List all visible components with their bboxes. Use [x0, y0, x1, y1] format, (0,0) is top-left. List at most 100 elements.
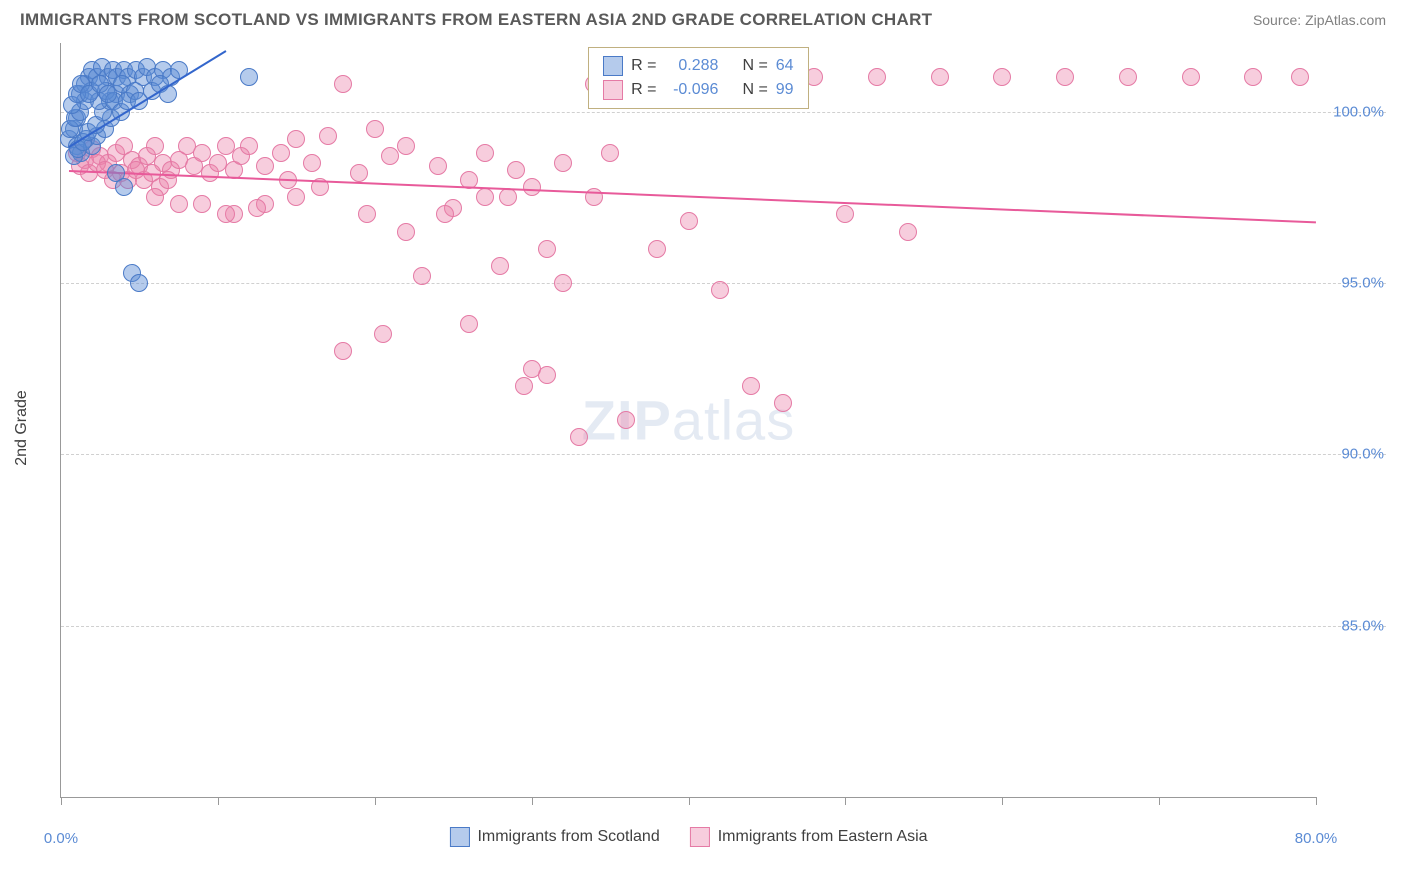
data-point — [287, 130, 305, 148]
data-point — [460, 315, 478, 333]
data-point — [1244, 68, 1262, 86]
data-point — [899, 223, 917, 241]
r-label: R = — [631, 57, 656, 75]
x-tick — [1159, 797, 1160, 805]
n-value: 99 — [776, 81, 794, 99]
data-point — [711, 281, 729, 299]
data-point — [648, 240, 666, 258]
data-point — [366, 120, 384, 138]
data-point — [868, 68, 886, 86]
grid-line — [61, 626, 1386, 627]
data-point — [436, 205, 454, 223]
data-point — [515, 377, 533, 395]
data-point — [217, 205, 235, 223]
y-tick-label: 85.0% — [1341, 617, 1384, 634]
data-point — [1291, 68, 1309, 86]
data-point — [240, 68, 258, 86]
legend-swatch — [603, 80, 623, 100]
data-point — [287, 188, 305, 206]
chart-title: IMMIGRANTS FROM SCOTLAND VS IMMIGRANTS F… — [20, 10, 932, 30]
data-point — [99, 85, 117, 103]
grid-line — [61, 112, 1386, 113]
grid-line — [61, 454, 1386, 455]
data-point — [931, 68, 949, 86]
n-value: 64 — [776, 57, 794, 75]
x-tick-label: 80.0% — [1295, 830, 1338, 847]
x-tick — [375, 797, 376, 805]
y-axis-label: 2nd Grade — [13, 390, 31, 466]
data-point — [538, 240, 556, 258]
r-label: R = — [631, 81, 656, 99]
data-point — [350, 164, 368, 182]
x-tick-label: 0.0% — [44, 830, 78, 847]
data-point — [256, 157, 274, 175]
data-point — [836, 205, 854, 223]
series-legend: Immigrants from Scotland Immigrants from … — [449, 827, 927, 847]
y-tick-label: 95.0% — [1341, 274, 1384, 291]
data-point — [374, 325, 392, 343]
data-point — [1056, 68, 1074, 86]
data-point — [554, 274, 572, 292]
data-point — [1182, 68, 1200, 86]
data-point — [774, 394, 792, 412]
data-point — [742, 377, 760, 395]
x-tick — [689, 797, 690, 805]
data-point — [272, 144, 290, 162]
legend-swatch — [603, 56, 623, 76]
watermark: ZIPatlas — [582, 388, 795, 453]
plot-area: ZIPatlas 85.0%90.0%95.0%100.0%0.0%80.0%R… — [60, 43, 1316, 798]
x-tick — [532, 797, 533, 805]
x-tick — [218, 797, 219, 805]
data-point — [397, 137, 415, 155]
data-point — [130, 274, 148, 292]
n-label: N = — [742, 57, 767, 75]
y-tick-label: 100.0% — [1333, 103, 1384, 120]
data-point — [476, 188, 494, 206]
stats-legend-row: R = 0.288 N = 64 — [603, 54, 793, 78]
data-point — [358, 205, 376, 223]
data-point — [554, 154, 572, 172]
data-point — [499, 188, 517, 206]
legend-label: Immigrants from Eastern Asia — [718, 828, 928, 846]
data-point — [146, 188, 164, 206]
r-value: -0.096 — [664, 81, 718, 99]
data-point — [170, 195, 188, 213]
legend-item: Immigrants from Eastern Asia — [690, 827, 928, 847]
data-point — [146, 137, 164, 155]
x-tick — [1002, 797, 1003, 805]
chart-container: 2nd Grade ZIPatlas 85.0%90.0%95.0%100.0%… — [50, 38, 1386, 818]
data-point — [1119, 68, 1137, 86]
data-point — [248, 199, 266, 217]
data-point — [115, 178, 133, 196]
stats-legend: R = 0.288 N = 64 R = -0.096 N = 99 — [588, 47, 808, 109]
data-point — [397, 223, 415, 241]
data-point — [507, 161, 525, 179]
legend-swatch — [449, 827, 469, 847]
data-point — [429, 157, 447, 175]
x-tick — [1316, 797, 1317, 805]
stats-legend-row: R = -0.096 N = 99 — [603, 78, 793, 102]
legend-swatch — [690, 827, 710, 847]
source-label: Source: ZipAtlas.com — [1253, 12, 1386, 28]
y-tick-label: 90.0% — [1341, 446, 1384, 463]
n-label: N = — [742, 81, 767, 99]
data-point — [240, 137, 258, 155]
data-point — [476, 144, 494, 162]
data-point — [538, 366, 556, 384]
r-value: 0.288 — [664, 57, 718, 75]
x-tick — [845, 797, 846, 805]
data-point — [319, 127, 337, 145]
data-point — [413, 267, 431, 285]
data-point — [334, 75, 352, 93]
x-tick — [61, 797, 62, 805]
data-point — [993, 68, 1011, 86]
legend-label: Immigrants from Scotland — [477, 828, 659, 846]
data-point — [381, 147, 399, 165]
data-point — [523, 178, 541, 196]
data-point — [601, 144, 619, 162]
data-point — [617, 411, 635, 429]
data-point — [303, 154, 321, 172]
data-point — [491, 257, 509, 275]
data-point — [680, 212, 698, 230]
data-point — [334, 342, 352, 360]
